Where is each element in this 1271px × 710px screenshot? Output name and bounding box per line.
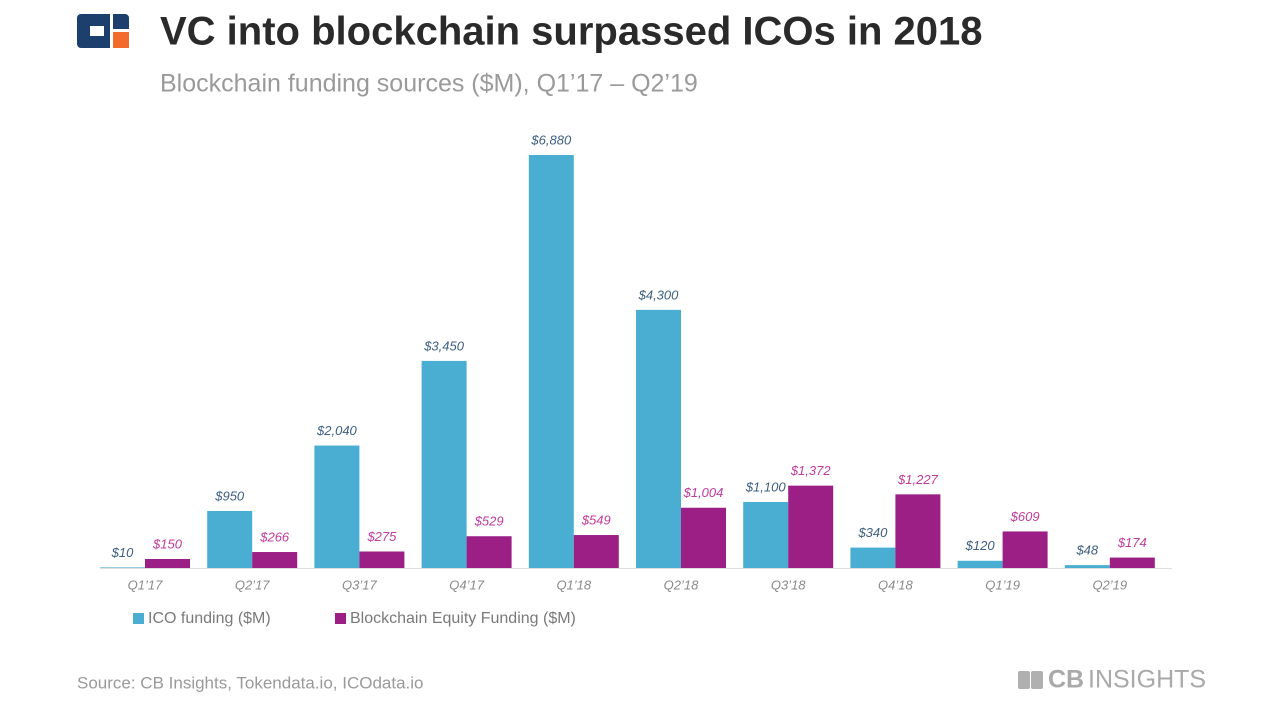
value-label: $2,040 (316, 423, 358, 438)
value-label: $150 (152, 536, 183, 551)
bar (788, 485, 834, 568)
chart-subtitle: Blockchain funding sources ($M), Q1’17 –… (160, 70, 698, 98)
value-label: $950 (214, 488, 245, 503)
logo-icon (77, 14, 129, 48)
x-tick-label: Q2’19 (1092, 577, 1127, 592)
bar (681, 507, 726, 568)
bar (207, 510, 253, 568)
bar (573, 535, 619, 568)
x-tick-label: Q4’18 (878, 577, 913, 592)
value-label: $340 (857, 525, 888, 540)
chart-title: VC into blockchain surpassed ICOs in 201… (160, 10, 982, 54)
x-tick-label: Q3’18 (771, 577, 806, 592)
bar (314, 445, 360, 568)
x-tick-label: Q2’18 (664, 577, 699, 592)
bar (145, 558, 190, 568)
brand-text: INSIGHTS (1088, 666, 1206, 694)
bar (850, 547, 896, 568)
x-tick-label: Q3’17 (342, 577, 377, 592)
bar (421, 360, 467, 568)
value-label: $529 (474, 514, 504, 529)
bar (466, 536, 512, 568)
bar (636, 309, 681, 568)
value-label: $1,227 (897, 472, 939, 487)
bar (895, 494, 941, 568)
legend-swatch (335, 613, 346, 624)
value-label: $275 (366, 529, 397, 544)
value-label: $120 (965, 538, 996, 553)
legend-swatch (133, 613, 144, 624)
value-label: $549 (581, 512, 611, 527)
value-label: $4,300 (638, 287, 680, 302)
x-tick-label: Q1’17 (128, 577, 163, 592)
value-label: $48 (1075, 543, 1098, 558)
bar (1109, 557, 1155, 568)
x-tick-label: Q2’17 (235, 577, 270, 592)
value-label: $1,100 (745, 479, 787, 494)
brand-bold: CB (1048, 666, 1084, 694)
bar (528, 155, 574, 568)
bar (359, 551, 405, 568)
x-tick-label: Q4’17 (449, 577, 484, 592)
value-label: $609 (1010, 509, 1040, 524)
value-label: $174 (1117, 535, 1147, 550)
value-label: $1,004 (683, 485, 724, 500)
value-label: $10 (111, 545, 134, 560)
source: Source: CB Insights, Tokendata.io, ICOda… (77, 673, 424, 692)
value-label: $266 (259, 529, 290, 544)
value-label: $1,372 (790, 463, 832, 478)
bar (957, 560, 1003, 568)
value-label: $3,450 (423, 338, 465, 353)
value-label: $6,880 (530, 132, 572, 147)
legend-label: Blockchain Equity Funding ($M) (350, 610, 576, 627)
legend-label: ICO funding ($M) (148, 610, 271, 627)
bar (743, 501, 789, 568)
bar (252, 552, 298, 568)
bar (1002, 531, 1048, 568)
x-tick-label: Q1’19 (985, 577, 1020, 592)
x-tick-label: Q1’18 (556, 577, 591, 592)
bar (100, 567, 145, 568)
bar (1064, 565, 1110, 568)
brand-logo: CB INSIGHTS (1018, 666, 1206, 694)
